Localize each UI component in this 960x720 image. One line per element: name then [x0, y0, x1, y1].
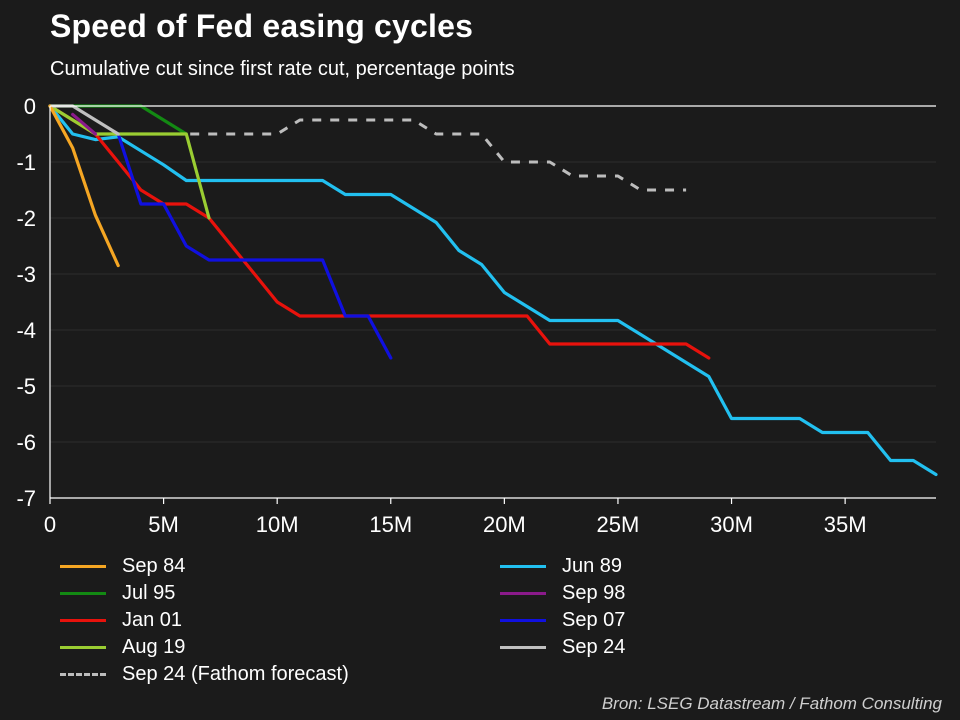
source-note: Bron: LSEG Datastream / Fathom Consultin…	[601, 694, 942, 713]
y-tick-label: -2	[16, 206, 36, 231]
series-line-aug-19	[48, 104, 211, 220]
grid-lines	[50, 161, 936, 499]
x-tick-label: 10M	[256, 512, 299, 537]
x-tick-label: 20M	[483, 512, 526, 537]
chart-subtitle: Cumulative cut since first rate cut, per…	[50, 58, 515, 80]
y-tick-label: 0	[24, 94, 36, 119]
series-line-jan-01	[48, 104, 711, 360]
x-tick-label: 5M	[148, 512, 179, 537]
y-tick-label: -3	[16, 262, 36, 287]
y-tick-label: -4	[16, 318, 36, 343]
y-tick-label: -5	[16, 374, 36, 399]
x-tick-label: 30M	[710, 512, 753, 537]
series-lines	[48, 104, 938, 477]
axes: 0 -1 -2 -3 -4 -5 -6 -7 0 5M 10M 15M 20M 25M 30M 35M	[16, 94, 936, 537]
series-line-sep-24-fathom-forecast	[118, 118, 687, 192]
y-tick-label: -7	[16, 486, 36, 511]
y-tick-label: -6	[16, 430, 36, 455]
series-line-jun-89	[48, 104, 938, 477]
x-tick-label: 0	[44, 512, 56, 537]
x-tick-label: 35M	[824, 512, 867, 537]
x-tick-label: 25M	[597, 512, 640, 537]
chart-title: Speed of Fed easing cycles	[50, 8, 474, 44]
series-line-sep-98	[71, 112, 98, 136]
series-line-sep-84	[48, 104, 120, 268]
x-tick-label: 15M	[369, 512, 412, 537]
y-tick-label: -1	[16, 150, 36, 175]
series-line-sep-07	[116, 132, 393, 360]
